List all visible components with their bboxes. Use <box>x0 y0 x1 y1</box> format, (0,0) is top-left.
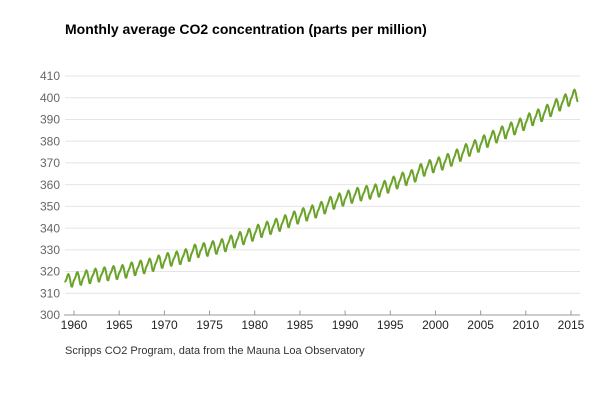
x-axis-tick-label: 1970 <box>151 318 178 332</box>
y-axis-tick-label: 410 <box>40 69 60 83</box>
x-axis-tick-label: 2005 <box>467 318 494 332</box>
x-axis-tick-label: 1965 <box>106 318 133 332</box>
x-axis-tick-label: 1980 <box>241 318 268 332</box>
x-axis-tick-label: 1960 <box>61 318 88 332</box>
x-axis-tick-label: 2000 <box>422 318 449 332</box>
x-axis-tick-label: 1985 <box>287 318 314 332</box>
y-axis-tick-label: 300 <box>40 308 60 322</box>
y-axis-tick-label: 330 <box>40 243 60 257</box>
y-axis-tick-label: 390 <box>40 113 60 127</box>
y-axis-tick-label: 310 <box>40 286 60 300</box>
y-axis-tick-label: 340 <box>40 221 60 235</box>
x-axis-tick-label: 2015 <box>558 318 585 332</box>
chart-caption: Scripps CO2 Program, data from the Mauna… <box>65 345 365 357</box>
y-axis-tick-label: 400 <box>40 91 60 105</box>
x-axis-tick-label: 1990 <box>332 318 359 332</box>
y-axis-tick-label: 380 <box>40 134 60 148</box>
x-axis-tick-label: 1995 <box>377 318 404 332</box>
co2-monthly-line <box>64 88 579 288</box>
y-axis-tick-label: 370 <box>40 156 60 170</box>
y-axis-tick-label: 350 <box>40 200 60 214</box>
chart-title: Monthly average CO2 concentration (parts… <box>65 21 427 37</box>
x-axis-tick-label: 1975 <box>196 318 223 332</box>
y-axis-tick-label: 320 <box>40 265 60 279</box>
y-axis-tick-label: 360 <box>40 178 60 192</box>
x-axis-tick-label: 2010 <box>512 318 539 332</box>
